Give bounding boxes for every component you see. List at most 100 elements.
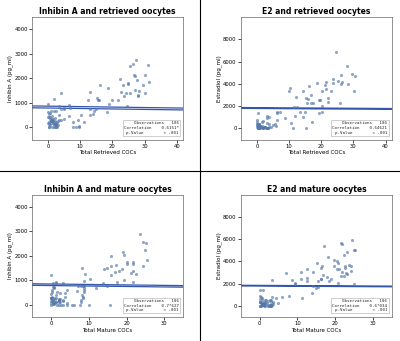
Point xyxy=(54,121,60,126)
Point xyxy=(316,97,322,103)
Point xyxy=(64,302,70,308)
Point xyxy=(121,252,127,258)
Point xyxy=(49,113,56,119)
Point xyxy=(262,302,268,307)
Text: Observations   106
Correlation    0.64621
p-Value        < .001: Observations 106 Correlation 0.64621 p-V… xyxy=(332,121,388,135)
Point xyxy=(268,124,274,129)
Point xyxy=(52,297,58,302)
Point xyxy=(54,302,61,308)
Point xyxy=(124,260,130,265)
Title: E2 and mature oocytes: E2 and mature oocytes xyxy=(266,185,366,194)
Point xyxy=(335,78,341,83)
Point xyxy=(264,126,270,131)
Point xyxy=(51,121,58,127)
Point xyxy=(53,300,60,305)
Point xyxy=(304,278,310,284)
Point xyxy=(130,268,136,273)
Point xyxy=(46,119,52,124)
Point xyxy=(96,98,102,103)
Point xyxy=(64,287,70,293)
Point xyxy=(346,262,352,268)
Point xyxy=(53,108,59,114)
Point xyxy=(283,271,289,276)
Text: Observations   106
Correlation    0.6*034
p-Value        < .001: Observations 106 Correlation 0.6*034 p-V… xyxy=(332,299,388,312)
Point xyxy=(306,84,312,89)
Point xyxy=(348,237,355,243)
Point xyxy=(325,99,332,105)
Point xyxy=(142,72,148,77)
Point xyxy=(330,77,336,82)
Point xyxy=(124,261,130,267)
Point xyxy=(318,265,324,270)
Point xyxy=(87,277,93,282)
Title: E2 and retrieved oocytes: E2 and retrieved oocytes xyxy=(262,7,370,16)
Point xyxy=(340,252,347,257)
Point xyxy=(87,113,93,118)
Point xyxy=(120,82,126,87)
Point xyxy=(335,260,342,266)
Point xyxy=(69,302,75,308)
Point xyxy=(266,297,273,303)
Point xyxy=(319,109,326,115)
Point xyxy=(81,271,88,277)
Text: Observations   106
Correlation    0.7*627
p-Value        < .001: Observations 106 Correlation 0.7*627 p-V… xyxy=(124,299,179,312)
Point xyxy=(51,108,58,113)
Point xyxy=(294,104,300,110)
Point xyxy=(287,85,293,91)
Point xyxy=(292,280,298,285)
Point xyxy=(256,293,263,298)
Point xyxy=(112,270,118,275)
Point xyxy=(298,269,304,275)
Point xyxy=(266,125,272,130)
Point xyxy=(46,124,52,130)
Point xyxy=(273,296,280,301)
Point xyxy=(268,303,275,308)
Point xyxy=(85,98,92,103)
Point xyxy=(320,273,326,278)
Point xyxy=(257,287,264,292)
Point xyxy=(299,295,305,300)
X-axis label: Total Retrieved COCs: Total Retrieved COCs xyxy=(79,150,136,155)
Point xyxy=(118,266,125,271)
Point xyxy=(282,115,288,121)
Point xyxy=(48,117,54,122)
Point xyxy=(107,302,114,308)
Point xyxy=(50,121,57,126)
Point xyxy=(332,49,339,55)
Point xyxy=(268,300,275,305)
Point xyxy=(336,266,342,271)
Point xyxy=(319,89,325,94)
Point xyxy=(345,82,351,87)
Point xyxy=(318,276,324,281)
Point xyxy=(272,121,278,127)
Point xyxy=(254,117,260,122)
Point xyxy=(58,118,64,123)
Point xyxy=(142,248,148,253)
Point xyxy=(268,297,274,302)
Point xyxy=(56,299,62,305)
Point xyxy=(67,105,74,111)
Point xyxy=(53,296,59,301)
Point xyxy=(257,124,263,130)
Point xyxy=(342,270,349,276)
Point xyxy=(45,109,51,115)
Point xyxy=(127,64,133,69)
Point xyxy=(335,280,341,286)
Point xyxy=(97,82,103,88)
Point xyxy=(321,243,328,249)
Point xyxy=(302,95,309,101)
Point xyxy=(302,126,309,131)
Point xyxy=(352,247,358,253)
Point xyxy=(48,295,55,301)
Point xyxy=(76,302,83,308)
Point xyxy=(80,296,86,301)
Point xyxy=(46,112,52,117)
Point xyxy=(75,283,82,289)
Point xyxy=(48,289,55,294)
Point xyxy=(104,283,110,289)
Point xyxy=(48,287,55,293)
Point xyxy=(52,116,59,121)
Point xyxy=(308,92,314,98)
Point xyxy=(92,106,99,112)
Point xyxy=(268,303,274,308)
